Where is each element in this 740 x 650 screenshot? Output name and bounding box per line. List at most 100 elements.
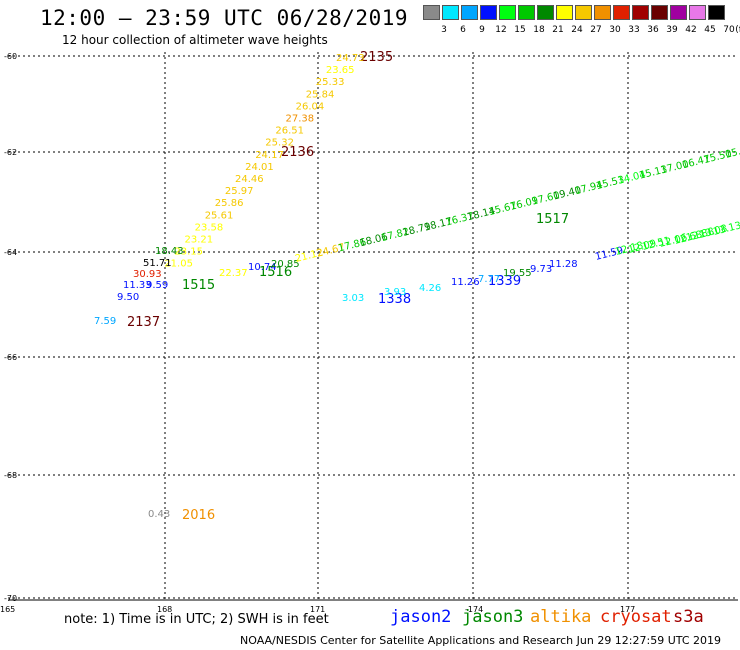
- wave-height-value: 30.93: [133, 269, 162, 280]
- wave-height-value: 24.17: [255, 150, 284, 161]
- legend-value: 27: [590, 25, 602, 35]
- pass-label: 1517: [536, 212, 569, 227]
- wave-height-value: 10.74: [248, 262, 277, 273]
- legend-value: 24: [571, 25, 583, 35]
- pass-label: 1338: [378, 292, 411, 307]
- pass-label: 2016: [182, 508, 215, 523]
- longitude-label: 177: [620, 605, 635, 614]
- legend-value: 21: [552, 25, 564, 35]
- wave-height-value: 19.55: [503, 268, 532, 279]
- wave-height-value: 24.73: [336, 53, 365, 64]
- legend-value: 36: [647, 25, 659, 35]
- longitude-label: 168: [157, 605, 172, 614]
- footer-note: note: 1) Time is in UTC; 2) SWH is in fe…: [64, 612, 329, 627]
- legend-value: 18: [533, 25, 545, 35]
- legend-value: 15: [514, 25, 526, 35]
- wave-height-value: 22.37: [219, 268, 248, 279]
- wave-height-value: 20.85: [271, 259, 300, 270]
- legend-swatch: [518, 5, 535, 20]
- wave-height-value: 25.33: [316, 77, 345, 88]
- pass-label: 1516: [259, 265, 292, 280]
- wave-height-value: 11.28: [549, 259, 578, 270]
- wave-height-value: 26.04: [296, 101, 325, 112]
- wave-height-value: 0.43: [148, 509, 170, 520]
- pass-label: 2135: [360, 50, 393, 65]
- legend-value: 12: [495, 25, 507, 35]
- latitude-label: -66: [4, 353, 17, 362]
- legend-swatch: [423, 5, 440, 20]
- legend-altika: altika: [530, 607, 592, 627]
- page-title: 12:00 — 23:59 UTC 06/28/2019: [40, 6, 409, 30]
- wave-height-value: 7.59: [94, 316, 116, 327]
- legend-swatch: [575, 5, 592, 20]
- legend-swatch: [480, 5, 497, 20]
- wave-height-value: 13.13: [712, 220, 740, 238]
- wave-height-value: 18.43: [155, 246, 184, 257]
- legend-swatch: [651, 5, 668, 20]
- wave-height-value: 23.15: [174, 247, 203, 258]
- wave-height-value: 11.26: [451, 277, 480, 288]
- wave-height-value: 15.16: [724, 143, 740, 161]
- legend-swatch: [632, 5, 649, 20]
- latitude-label: -64: [4, 248, 17, 257]
- pass-label: 1515: [182, 278, 215, 293]
- wave-height-value: 24.46: [235, 174, 264, 185]
- legend-jason2: jason2: [390, 607, 452, 627]
- pass-label: 1339: [488, 274, 521, 289]
- legend-value: 3: [441, 25, 447, 35]
- legend-swatch: [537, 5, 554, 20]
- legend-value: 9: [479, 25, 485, 35]
- pass-label: 2136: [281, 145, 314, 160]
- latitude-label: -60: [4, 52, 17, 61]
- pass-label: 2137: [127, 315, 160, 330]
- latitude-label: -62: [4, 148, 17, 157]
- wave-height-value: 25.97: [225, 186, 254, 197]
- legend-swatch: [670, 5, 687, 20]
- wave-height-value: 7.77: [478, 274, 500, 285]
- legend-swatch: [613, 5, 630, 20]
- legend-cryosat: cryosat: [600, 607, 672, 627]
- wave-height-value: 9.73: [530, 264, 552, 275]
- wave-height-value: 9.50: [117, 292, 139, 303]
- legend-swatch: [689, 5, 706, 20]
- longitude-label: 165: [0, 605, 15, 614]
- wave-height-value: 11.33: [123, 280, 152, 291]
- legend-swatch: [461, 5, 478, 20]
- latitude-label: -70: [4, 594, 17, 603]
- wave-height-value: 9.59: [146, 280, 168, 291]
- wave-height-value: 23.58: [195, 222, 224, 233]
- legend-value: 42: [685, 25, 697, 35]
- legend-swatch: [708, 5, 725, 20]
- wave-height-value: 3.93: [384, 287, 406, 298]
- wave-height-value: 3.03: [342, 293, 364, 304]
- legend-swatch: [442, 5, 459, 20]
- legend-value: 6: [460, 25, 466, 35]
- credit-line: NOAA/NESDIS Center for Satellite Applica…: [240, 634, 722, 647]
- wave-height-value: 21.05: [164, 259, 193, 270]
- legend-value: 30: [609, 25, 621, 35]
- wave-height-value: 25.84: [306, 89, 335, 100]
- legend-value: 33: [628, 25, 640, 35]
- legend-unit: (ft): [735, 25, 740, 35]
- wave-height-value: 27.38: [286, 114, 315, 125]
- legend-swatch: [556, 5, 573, 20]
- legend-jason3: jason3: [462, 607, 524, 627]
- legend-swatch: [499, 5, 516, 20]
- wave-height-value: 26.51: [275, 126, 304, 137]
- wave-height-value: 4.26: [419, 283, 441, 294]
- legend-value: 70: [723, 25, 735, 35]
- wave-height-value: 24.01: [245, 162, 274, 173]
- wave-height-value: 25.61: [205, 210, 234, 221]
- wave-height-value: 23.65: [326, 65, 355, 76]
- legend-s3a: s3a: [673, 607, 704, 627]
- wave-height-value: 51.71: [143, 258, 172, 269]
- wave-height-value: 23.21: [185, 235, 214, 246]
- wave-height-value: 25.86: [215, 198, 244, 209]
- longitude-label: 171: [310, 605, 325, 614]
- wave-height-value: 25.32: [265, 138, 294, 149]
- page-subtitle: 12 hour collection of altimeter wave hei…: [62, 33, 328, 47]
- legend-value: 45: [704, 25, 716, 35]
- legend-value: 39: [666, 25, 678, 35]
- legend-swatch: [594, 5, 611, 20]
